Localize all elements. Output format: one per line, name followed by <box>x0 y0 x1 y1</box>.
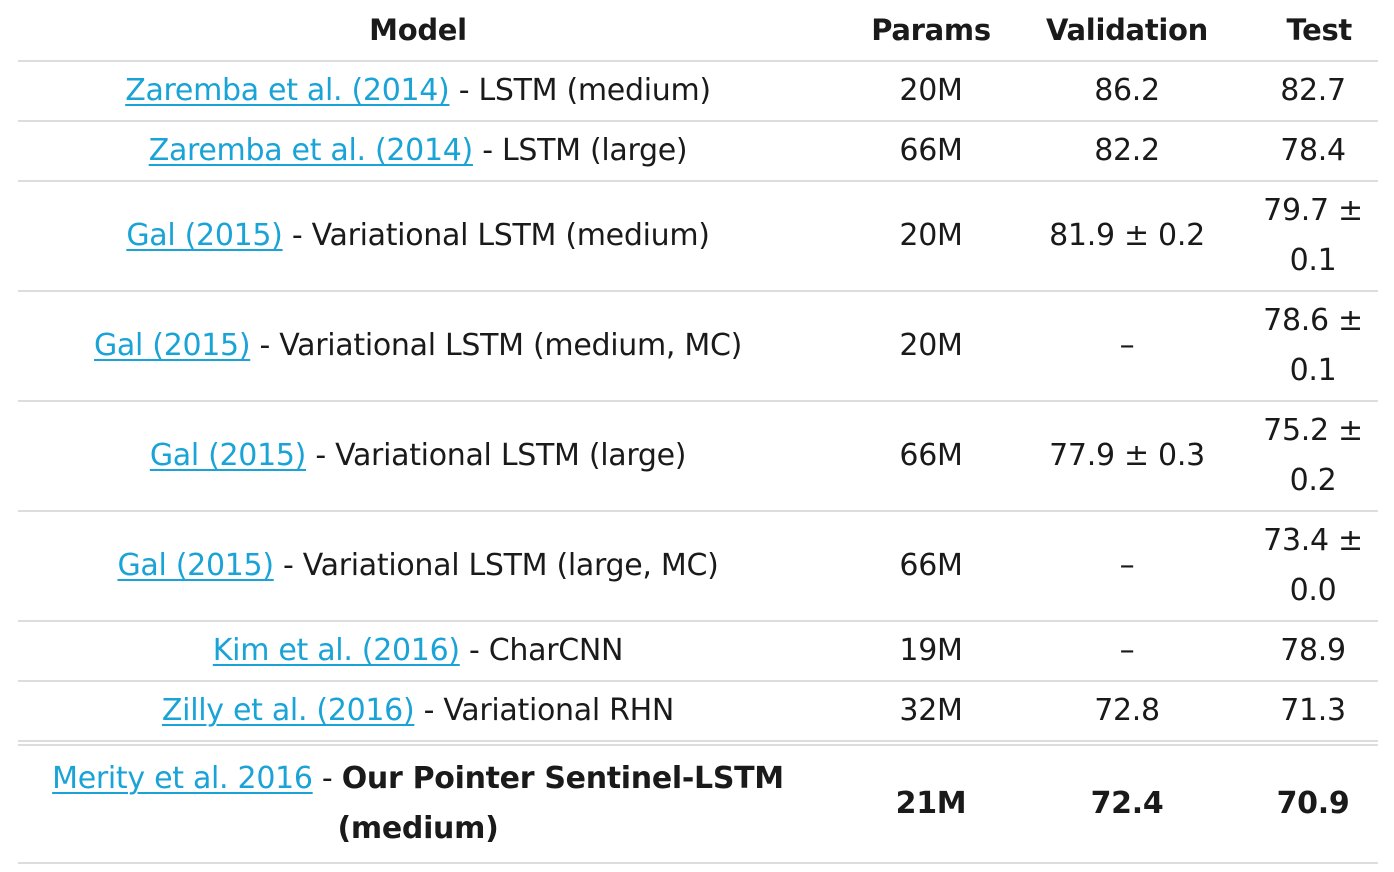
test-value: 82.7 <box>1280 73 1346 108</box>
model-description: Variational LSTM (large, MC) <box>302 548 719 583</box>
test-cell: 71.3 <box>1210 681 1378 744</box>
citation-link[interactable]: Zaremba et al. (2014) <box>125 73 450 108</box>
test-cell: 78.9 <box>1210 621 1378 682</box>
table-row: Gal (2015) - Variational LSTM (large, MC… <box>18 511 1378 622</box>
citation-link[interactable]: Kim et al. (2016) <box>212 633 460 668</box>
validation-cell: 81.9 ± 0.2 <box>1044 181 1210 292</box>
test-value: 75.2 ± 0.2 <box>1263 413 1363 498</box>
header-params: Params <box>818 0 1044 62</box>
citation-link[interactable]: Gal (2015) <box>149 438 307 473</box>
params-cell: 20M <box>818 291 1044 402</box>
citation-link[interactable]: Gal (2015) <box>126 218 283 253</box>
params-cell: 20M <box>818 61 1044 122</box>
validation-cell: 72.8 <box>1044 681 1210 744</box>
citation-link[interactable]: Gal (2015) <box>93 328 251 363</box>
model-cell: Zaremba et al. (2014) - LSTM (medium) <box>18 61 818 122</box>
separator: - <box>306 438 336 473</box>
test-cell: 78.6 ± 0.1 <box>1210 291 1378 402</box>
separator: - <box>449 73 479 108</box>
params-cell: 19M <box>818 621 1044 682</box>
citation-link[interactable]: Gal (2015) <box>117 548 274 583</box>
test-value: 70.9 <box>1276 786 1350 821</box>
citation-link[interactable]: Zilly et al. (2016) <box>161 693 415 728</box>
validation-cell: 72.4 <box>1044 740 1210 864</box>
table-row: Gal (2015) - Variational LSTM (medium) 2… <box>18 181 1378 292</box>
params-cell: 32M <box>818 681 1044 744</box>
test-cell: 79.7 ± 0.1 <box>1210 181 1378 292</box>
separator: - <box>273 548 303 583</box>
table-row: Gal (2015) - Variational LSTM (large) 66… <box>18 401 1378 512</box>
table-row: Kim et al. (2016) - CharCNN 19M – 78.9 <box>18 621 1378 682</box>
model-cell: Merity et al. 2016 - Our Pointer Sentine… <box>18 740 818 864</box>
model-cell: Kim et al. (2016) - CharCNN <box>18 621 818 682</box>
test-cell: 73.4 ± 0.0 <box>1210 511 1378 622</box>
separator: - <box>472 133 502 168</box>
params-cell: 21M <box>818 740 1044 864</box>
separator: - <box>459 633 489 668</box>
header-row: Model Params Validation Test <box>18 0 1378 62</box>
model-description: Variational LSTM (medium) <box>311 218 710 253</box>
test-cell: 78.4 <box>1210 121 1378 182</box>
citation-link[interactable]: Merity et al. 2016 <box>52 761 313 796</box>
validation-cell: 82.2 <box>1044 121 1210 182</box>
model-cell: Gal (2015) - Variational LSTM (large) <box>18 401 818 512</box>
test-value: 73.4 ± 0.0 <box>1263 523 1363 608</box>
test-cell: 82.7 <box>1210 61 1378 122</box>
citation-link[interactable]: Zaremba et al. (2014) <box>148 133 474 168</box>
header-test: Test <box>1210 0 1378 62</box>
separator: - <box>250 328 280 363</box>
validation-cell: – <box>1044 291 1210 402</box>
model-description: LSTM (medium) <box>478 73 711 108</box>
test-value: 79.7 ± 0.1 <box>1263 193 1363 278</box>
validation-cell: – <box>1044 511 1210 622</box>
test-value: 71.3 <box>1280 693 1346 728</box>
table-row: Zaremba et al. (2014) - LSTM (medium) 20… <box>18 61 1378 122</box>
test-value: 78.6 ± 0.1 <box>1263 303 1363 388</box>
test-cell: 75.2 ± 0.2 <box>1210 401 1378 512</box>
table-row: Gal (2015) - Variational LSTM (medium, M… <box>18 291 1378 402</box>
model-description: Variational LSTM (large) <box>335 438 687 473</box>
model-description: CharCNN <box>488 633 624 668</box>
validation-cell: 86.2 <box>1044 61 1210 122</box>
validation-cell: 77.9 ± 0.3 <box>1044 401 1210 512</box>
model-description: LSTM (large) <box>501 133 688 168</box>
results-table: Model Params Validation Test Zaremba et … <box>18 0 1378 864</box>
model-cell: Zaremba et al. (2014) - LSTM (large) <box>18 121 818 182</box>
table-row: Zaremba et al. (2014) - LSTM (large) 66M… <box>18 121 1378 182</box>
model-cell: Zilly et al. (2016) - Variational RHN <box>18 681 818 744</box>
test-value: 78.9 <box>1280 633 1346 668</box>
params-cell: 66M <box>818 401 1044 512</box>
test-cell: 70.9 <box>1210 740 1378 864</box>
validation-cell: – <box>1044 621 1210 682</box>
model-cell: Gal (2015) - Variational LSTM (medium, M… <box>18 291 818 402</box>
params-cell: 20M <box>818 181 1044 292</box>
header-validation: Validation <box>1044 0 1210 62</box>
model-cell: Gal (2015) - Variational LSTM (large, MC… <box>18 511 818 622</box>
model-cell: Gal (2015) - Variational LSTM (medium) <box>18 181 818 292</box>
model-description: Variational LSTM (medium, MC) <box>279 328 743 363</box>
test-value: 78.4 <box>1280 133 1346 168</box>
table-row: Zilly et al. (2016) - Variational RHN 32… <box>18 681 1378 744</box>
table-row-highlight: Merity et al. 2016 - Our Pointer Sentine… <box>18 740 1378 864</box>
params-cell: 66M <box>818 511 1044 622</box>
separator: - <box>414 693 444 728</box>
params-cell: 66M <box>818 121 1044 182</box>
model-description: Variational RHN <box>443 693 675 728</box>
model-description: Our Pointer Sentinel-LSTM (medium) <box>337 761 784 846</box>
separator: - <box>312 761 342 796</box>
header-model: Model <box>18 0 818 62</box>
separator: - <box>282 218 312 253</box>
